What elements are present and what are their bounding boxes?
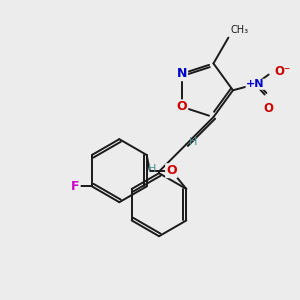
- Text: H: H: [148, 164, 156, 174]
- Text: O: O: [177, 100, 187, 113]
- Text: H: H: [189, 137, 198, 147]
- Text: O⁻: O⁻: [274, 65, 290, 78]
- Text: F: F: [71, 180, 80, 193]
- Text: N: N: [177, 67, 187, 80]
- Text: O: O: [263, 102, 273, 115]
- Text: CH₃: CH₃: [230, 25, 248, 35]
- Text: O: O: [166, 164, 177, 177]
- Text: +N: +N: [246, 79, 265, 89]
